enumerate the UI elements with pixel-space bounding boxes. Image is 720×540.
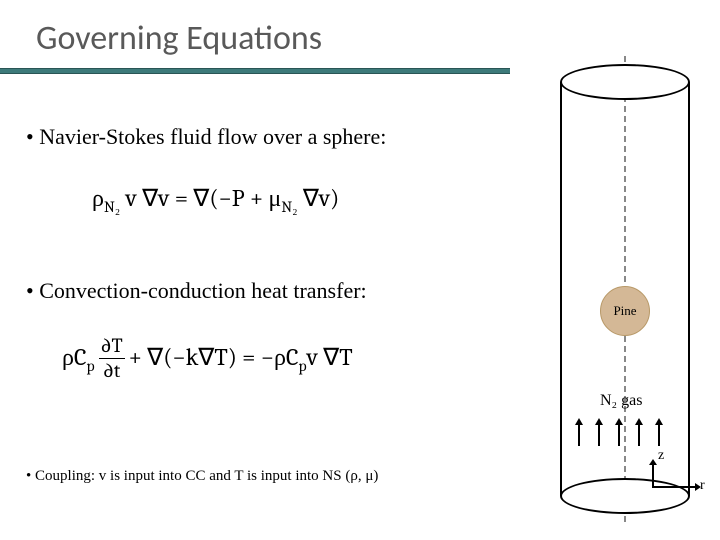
z-axis-label: z [658, 448, 664, 464]
flow-arrows [578, 424, 660, 446]
r-axis-label: r [700, 478, 705, 494]
slide-title: Governing Equations [36, 18, 322, 59]
bullet-navier-stokes: Navier-Stokes fluid flow over a sphere: [26, 124, 386, 150]
flow-arrow [638, 424, 640, 446]
cylinder-diagram: Pine N₂ gas z r [560, 64, 690, 514]
eq2-dT: ∂T [99, 336, 125, 359]
eq2-mid: + ∇(−k∇T) = −ρCpv ∇T [129, 343, 353, 375]
cylinder-right-wall [688, 82, 690, 496]
eq2-dt: ∂t [103, 359, 120, 381]
equation-convection: ρCp ∂T ∂t + ∇(−k∇T) = −ρCpv ∇T [62, 336, 353, 381]
n2-gas-label: N₂ gas [600, 392, 642, 410]
eq2-rhocp: ρCp [62, 343, 95, 375]
eq1-rho: ρ [92, 184, 104, 212]
flow-arrow [578, 424, 580, 446]
flow-arrow [598, 424, 600, 446]
eq1-mu-sub: N₂ [281, 198, 297, 216]
flow-arrow [618, 424, 620, 446]
eq1-rho-sub: N₂ [104, 198, 120, 216]
pine-sphere: Pine [600, 286, 650, 336]
z-axis-arrow [652, 464, 654, 488]
bullet-coupling: Coupling: v is input into CC and T is in… [26, 468, 378, 485]
eq1-mid: v ∇v = ∇(−P + μ [120, 184, 281, 212]
eq2-fraction: ∂T ∂t [99, 336, 125, 381]
cylinder-top-ellipse [560, 64, 690, 100]
r-axis-arrow [652, 486, 696, 488]
flow-arrow [658, 424, 660, 446]
cylinder-left-wall [560, 82, 562, 496]
bullet-convection: Convection-conduction heat transfer: [26, 278, 367, 304]
eq1-close: ∇v) [298, 184, 340, 212]
cylinder-bottom-ellipse [560, 478, 690, 514]
title-accent-bar [0, 68, 510, 74]
equation-navier-stokes: ρN₂ v ∇v = ∇(−P + μN₂ ∇v) [92, 184, 339, 217]
